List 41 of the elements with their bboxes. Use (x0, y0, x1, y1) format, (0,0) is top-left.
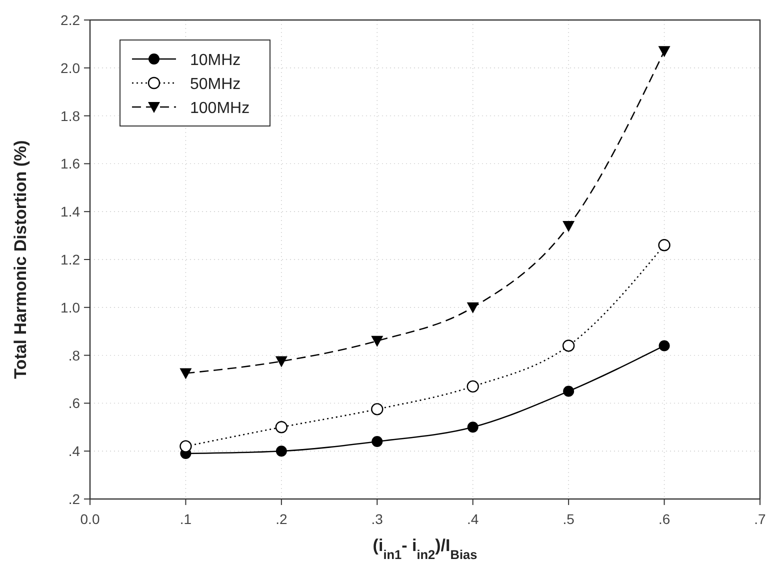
point (371, 403, 384, 416)
x-tick-label: .7 (754, 511, 766, 527)
x-axis-title: (i$_{in1}$- i$_{in2}$)/I$_{Bias}$ (372, 536, 478, 562)
legend-label: 10MHz (190, 52, 241, 69)
point (467, 422, 478, 433)
point (563, 386, 574, 397)
x-tick-label: .5 (562, 511, 575, 527)
point (658, 46, 670, 58)
legend-label: 100MHz (190, 100, 250, 117)
x-tick-label: .1 (180, 511, 192, 527)
point (658, 239, 670, 252)
y-tick-label: 1.8 (60, 108, 80, 124)
y-tick-label: 1.6 (60, 156, 80, 172)
point (276, 446, 287, 457)
x-tick-label: .2 (276, 511, 288, 527)
point (372, 436, 383, 448)
point (562, 340, 575, 352)
point (371, 336, 384, 347)
y-tick-label: .4 (68, 443, 80, 460)
y-tick-label: 1.0 (60, 299, 80, 316)
point (180, 368, 192, 380)
y-tick-label: 2.0 (60, 60, 80, 76)
y-tick-label: .6 (68, 395, 80, 412)
point (275, 421, 288, 434)
point (658, 340, 670, 352)
x-tick-label: 0.0 (80, 511, 100, 527)
x-tick-label: .3 (371, 511, 384, 527)
y-tick-label: .2 (68, 491, 80, 507)
point (466, 302, 479, 314)
point (562, 220, 575, 232)
point (180, 440, 192, 452)
x-tick-label: .4 (467, 511, 479, 527)
legend-label: 50MHz (190, 76, 241, 93)
point (275, 356, 288, 368)
x-tick-label: .6 (658, 511, 670, 527)
y-tick-label: 2.2 (60, 12, 80, 28)
y-axis-title: Total Harmonic Distortion (%) (11, 140, 30, 379)
point (466, 380, 479, 393)
y-tick-label: .8 (68, 347, 80, 364)
y-tick-label: 1.4 (60, 204, 80, 220)
y-tick-label: 1.2 (60, 252, 80, 268)
